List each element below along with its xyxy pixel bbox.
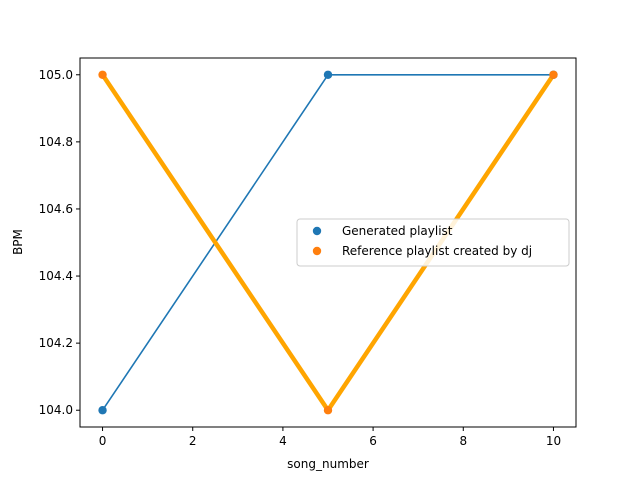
data-point-series-1 bbox=[323, 406, 333, 415]
x-tick-label: 6 bbox=[369, 434, 377, 448]
y-tick-label: 104.0 bbox=[39, 403, 73, 417]
data-point-series-1 bbox=[549, 70, 558, 79]
x-tick-label: 4 bbox=[279, 434, 287, 448]
legend-label-1: Reference playlist created by dj bbox=[342, 244, 532, 258]
x-tick-label: 0 bbox=[99, 434, 107, 448]
y-tick-label: 104.8 bbox=[39, 135, 73, 149]
axes: 0 2 4 6 8 10 104.0 104.2 104.4 104.6 104.8 105.0 bbox=[39, 57, 577, 448]
legend-label-0: Generated playlist bbox=[342, 224, 453, 238]
x-tick-label: 10 bbox=[546, 434, 561, 448]
y-tick-label: 104.2 bbox=[39, 336, 73, 350]
axes-frame bbox=[79, 57, 577, 428]
legend-marker-0 bbox=[312, 226, 322, 236]
x-tick-label: 2 bbox=[189, 434, 197, 448]
legend: Generated playlist Reference playlist cre… bbox=[296, 218, 570, 267]
y-axis-label: BPM bbox=[11, 229, 25, 255]
y-tick-label: 104.6 bbox=[39, 202, 73, 216]
data-point-series-1 bbox=[98, 70, 107, 79]
x-tick-label: 8 bbox=[459, 434, 467, 448]
y-tick-label: 105.0 bbox=[39, 68, 73, 82]
legend-marker-1 bbox=[312, 246, 322, 256]
legend-box bbox=[296, 218, 570, 267]
data-point-series-0 bbox=[98, 406, 107, 415]
data-point-series-0 bbox=[323, 70, 333, 79]
plot-area bbox=[98, 70, 558, 415]
y-tick-label: 104.4 bbox=[39, 269, 73, 283]
x-axis-label: song_number bbox=[287, 457, 369, 471]
